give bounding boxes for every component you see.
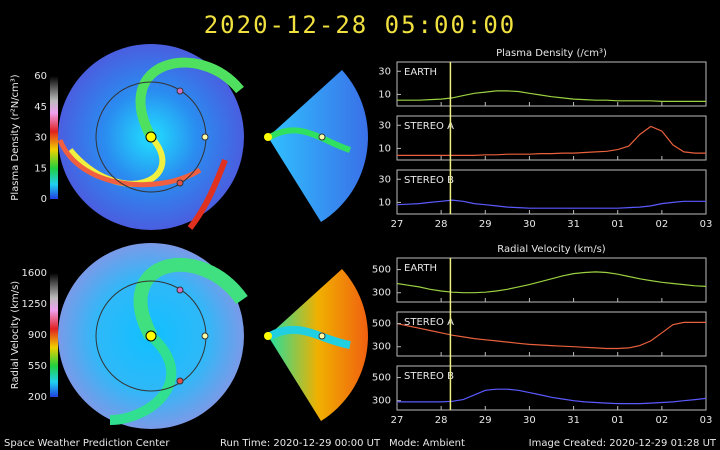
series-line [397, 125, 706, 156]
colorbar [50, 273, 58, 397]
panel-label: STEREO B [404, 175, 454, 186]
x-tick-label: 27 [391, 415, 404, 426]
y-tick-label: 10 [378, 89, 391, 100]
earth [201, 133, 209, 141]
x-tick-label: 30 [523, 219, 536, 230]
colorbar-tick-label: 60 [34, 71, 47, 82]
panel-frame [396, 365, 707, 411]
footer-created: Image Created: 2020-12-29 01:28 UT [529, 438, 717, 449]
x-tick-label: 02 [655, 219, 668, 230]
stereo-b [176, 87, 184, 95]
y-tick-label: 500 [372, 373, 391, 384]
x-tick-label: 31 [567, 219, 580, 230]
chart-title: Radial Velocity (km/s) [497, 244, 605, 255]
earth [318, 133, 326, 141]
colorbar-tick-label: 200 [28, 392, 47, 403]
spiral-arm [133, 257, 248, 340]
earth [201, 332, 209, 340]
colorbar-tick-label: 1250 [22, 299, 47, 310]
x-tick-label: 01 [611, 415, 624, 426]
panel-label: STEREO B [404, 371, 454, 382]
y-tick-label: 30 [378, 120, 391, 131]
panel-label: EARTH [404, 263, 437, 274]
panel-label: STEREO A [404, 317, 454, 328]
footer-mode: Mode: Ambient [389, 438, 465, 449]
x-tick-label: 01 [611, 219, 624, 230]
earth [318, 332, 326, 340]
panel-label: EARTH [404, 67, 437, 78]
x-tick-label: 28 [435, 219, 448, 230]
series-line [396, 321, 706, 350]
chart-title: Plasma Density (/cm³) [496, 48, 607, 59]
colorbar-tick-label: 1600 [22, 268, 47, 279]
y-tick-label: 10 [378, 197, 391, 208]
panel-frame [396, 311, 707, 357]
y-tick-label: 300 [372, 396, 391, 407]
spiral-arm [109, 332, 177, 425]
spiral-arm [135, 57, 244, 140]
colorbar [50, 76, 58, 199]
y-tick-label: 500 [372, 265, 391, 276]
density-fan [268, 70, 368, 222]
stereo-b [176, 286, 184, 294]
colorbar-label: Plasma Density (r²N/cm³) [10, 74, 21, 201]
x-tick-label: 02 [655, 415, 668, 426]
panel-frame [396, 169, 707, 215]
x-tick-label: 31 [567, 415, 580, 426]
y-tick-label: 30 [378, 174, 391, 185]
panel-frame [396, 115, 707, 161]
y-tick-label: 300 [372, 288, 391, 299]
velocity-maps [58, 243, 368, 429]
panel-frame [396, 61, 707, 107]
x-tick-label: 27 [391, 219, 404, 230]
sun [145, 131, 157, 143]
y-tick-label: 10 [378, 143, 391, 154]
panel-label: STEREO A [404, 121, 454, 132]
y-tick-label: 300 [372, 342, 391, 353]
spiral-arm [268, 325, 351, 349]
footer-center: Space Weather Prediction Center [4, 438, 170, 449]
x-tick-label: 03 [700, 219, 713, 230]
x-tick-label: 29 [479, 219, 492, 230]
velocity-fan [268, 269, 368, 421]
y-tick-label: 30 [378, 66, 391, 77]
series-line [397, 388, 707, 405]
stereo-a [176, 179, 184, 187]
colorbar-tick-label: 30 [34, 133, 47, 144]
colorbar-tick-label: 15 [34, 163, 47, 174]
y-tick-label: 500 [372, 319, 391, 330]
sun [264, 332, 272, 340]
colorbar-label: Radial Velocity (km/s) [10, 281, 21, 389]
x-tick-label: 30 [523, 415, 536, 426]
spiral-arm [57, 139, 202, 188]
colorbar-tick-label: 550 [28, 361, 47, 372]
timestamp: 2020-12-28 05:00:00 [204, 11, 517, 39]
x-tick-label: 28 [435, 415, 448, 426]
colorbar-tick-label: 900 [28, 330, 47, 341]
sun [264, 133, 272, 141]
sun [145, 330, 157, 342]
colorbar-tick-label: 0 [41, 194, 47, 205]
series-line [397, 90, 706, 102]
series-line [396, 199, 706, 209]
footer-run-time: Run Time: 2020-12-29 00:00 UT [220, 438, 381, 449]
x-tick-label: 29 [479, 415, 492, 426]
spiral-arm [268, 127, 351, 153]
spiral-arm [187, 158, 228, 230]
density-maps [57, 44, 368, 230]
stereo-a [176, 377, 184, 385]
spiral-arm [67, 134, 166, 187]
series-line [396, 271, 707, 294]
x-tick-label: 03 [700, 415, 713, 426]
colorbar-tick-label: 45 [34, 102, 47, 113]
panel-frame [396, 257, 707, 303]
